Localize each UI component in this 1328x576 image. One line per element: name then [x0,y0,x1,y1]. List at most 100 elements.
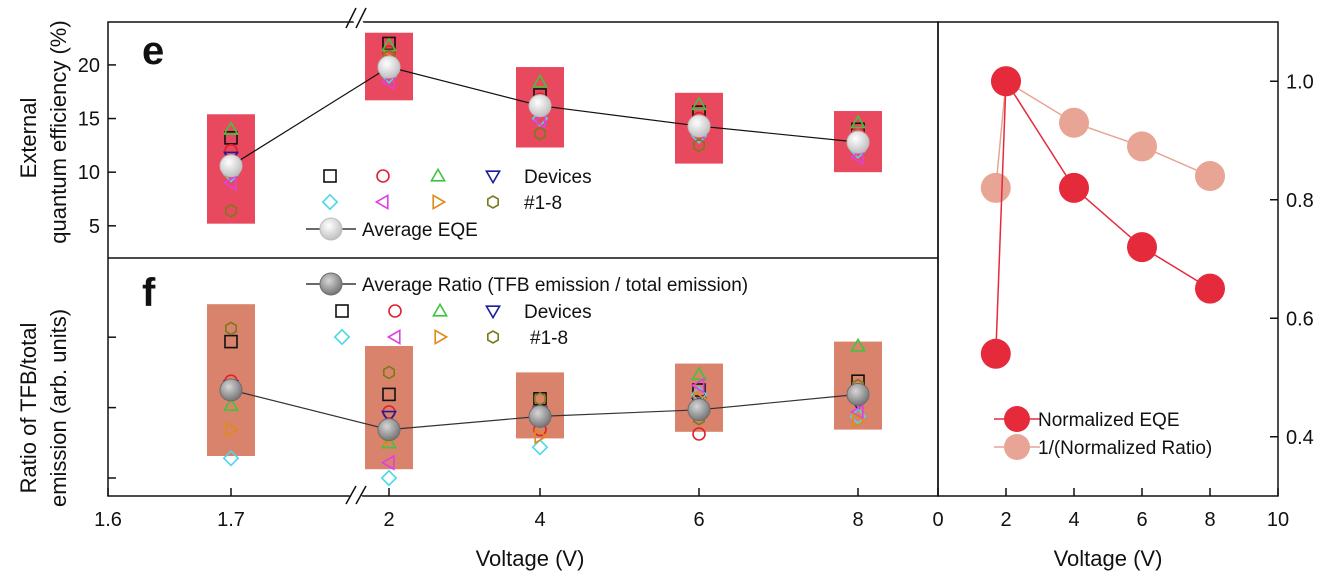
right-legend-label: 1/(Normalized Ratio) [1038,438,1212,459]
f-device-marker [224,334,238,349]
f-device-marker [852,412,867,429]
f-legend-marker [487,330,499,344]
right-ytick-label: 0.8 [1286,190,1314,212]
f-device-marker [225,421,240,438]
panel-label-e: e [142,29,164,73]
right-ytick-label: 0.6 [1286,308,1314,330]
ylabel-e-line2: quantum efficiency (%) [46,20,71,243]
right-legend-label: Normalized EQE [1038,410,1180,431]
e-device-marker [534,126,546,141]
ylabel-e-line1: External [16,98,41,179]
e-legend-range-label: #1-8 [524,193,562,214]
f-range-box [365,346,413,470]
f-legend-marker [388,304,402,318]
axis-break-marks [345,5,367,505]
f-device-marker [225,321,237,336]
e-average-point [846,130,870,154]
e-device-marker [222,174,237,191]
f-legend-marker [485,305,501,320]
right-legend-marker [1004,434,1030,460]
f-device-marker [534,428,549,445]
e-legend-average-label: Average EQE [362,220,478,241]
ylabel-f-line2: emission (arb. units) [46,309,71,507]
right-series-point [1195,161,1225,192]
f-device-marker [380,454,395,471]
f-device-marker [850,337,866,352]
e-average-point [528,94,552,118]
xlabel-right: Voltage (V) [1054,546,1163,571]
ylabel-f-line1: Ratio of TFB/total [16,323,41,494]
e-device-marker [531,112,546,129]
right-series-point [1195,273,1225,304]
f-device-marker [690,377,705,394]
right-series-point [991,66,1021,97]
f-legend-average-label: Average Ratio (TFB emission / total emis… [362,275,748,296]
f-average-point [219,378,243,402]
right-series-point [1059,107,1089,138]
right-panel-frame [937,21,1279,497]
f-average-point [687,398,711,422]
f-legend-range-label: #1-8 [530,328,568,349]
f-average-point [377,418,401,442]
f-legend-average-marker [319,272,343,296]
e-device-marker [225,203,237,218]
right-xtick-label: 0 [932,509,943,531]
f-device-marker [691,366,707,381]
e-ytick-label: 15 [78,109,100,131]
right-series-point [1127,232,1157,263]
f-legend-marker [335,304,349,318]
f-device-marker [381,410,397,425]
xlabel-left: Voltage (V) [476,546,585,571]
xtick-label: 2 [383,509,394,531]
xtick-label: 1.7 [217,509,245,531]
right-series-point [1127,131,1157,162]
right-xtick-label: 10 [1267,509,1289,531]
e-legend-marker [432,194,447,210]
xtick-label: 8 [852,509,863,531]
xtick-label: 6 [693,509,704,531]
f-average-point [528,404,552,428]
e-average-point [219,154,243,178]
f-device-marker [381,434,397,449]
e-legend-marker [321,193,339,211]
e-device-marker [691,96,707,111]
e-legend-marker [376,169,390,183]
f-device-marker [222,449,240,467]
right-xtick-label: 2 [1000,509,1011,531]
f-device-marker [534,391,546,406]
f-legend-marker [434,329,449,345]
right-xtick-label: 6 [1136,509,1147,531]
e-ytick-label: 10 [78,162,100,184]
f-device-marker [692,427,706,441]
e-legend-marker [374,194,389,210]
f-device-marker [383,365,395,380]
e-device-marker [850,114,866,129]
e-legend-marker [323,169,337,183]
e-legend-devices-label: Devices [524,167,592,188]
e-legend-average-marker [319,217,343,241]
right-series-line [995,79,1211,188]
right-xtick-label: 8 [1204,509,1215,531]
plot-right: 0 2 4 6 8 10 0.4 0.6 0.8 1.0 Normalized EQE 1/(Norm… [932,66,1314,531]
e-device-marker [693,138,705,153]
e-ytick-label: 20 [78,55,100,77]
f-average-point [846,382,870,406]
f-legend-marker [386,329,401,345]
e-device-marker [532,73,548,88]
e-legend-marker [430,167,446,182]
e-average-point [377,55,401,79]
plot-e: 5 10 15 20 Devices #1-8 Average EQE [78,32,882,241]
f-device-marker [531,438,549,456]
f-device-marker [223,397,239,412]
f-device-marker [849,404,864,420]
e-device-marker [849,149,864,166]
f-legend-marker [432,302,448,317]
right-xtick-label: 4 [1068,509,1079,531]
right-series-point [1059,172,1089,203]
right-ytick-label: 1.0 [1286,71,1314,93]
e-ytick-label: 5 [89,216,100,238]
f-device-marker [382,387,396,402]
e-average-point [687,114,711,138]
plot-f: Average Ratio (TFB emission / total emis… [94,272,882,531]
